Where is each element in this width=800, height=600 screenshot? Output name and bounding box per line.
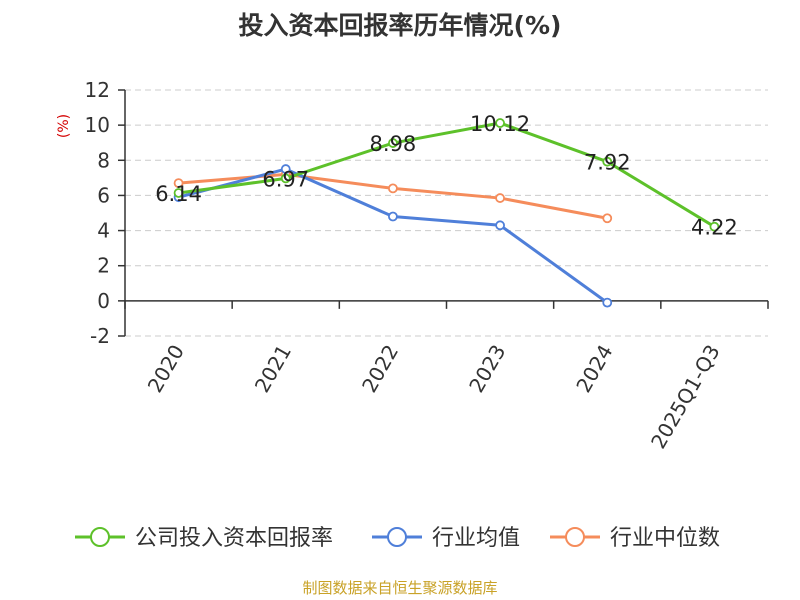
data-point (388, 138, 398, 148)
legend-swatch-marker (565, 527, 585, 547)
y-tick-label: 6 (97, 183, 110, 207)
data-label: 10.12 (470, 112, 530, 136)
data-point (495, 193, 505, 203)
legend-swatch-marker (387, 527, 407, 547)
x-tick-label: 2025Q1-Q3 (646, 341, 725, 453)
data-point (173, 188, 184, 198)
x-tick-label: 2023 (464, 341, 510, 397)
data-source-note: 制图数据来自恒生聚源数据库 (302, 579, 498, 597)
data-point (280, 164, 291, 174)
chart-title: 投入资本回报率历年情况(%) (238, 11, 562, 40)
y-tick-label: 4 (97, 219, 110, 243)
data-label: 6.14 (155, 182, 202, 206)
data-label: 4.22 (691, 216, 738, 240)
data-label: 6.97 (262, 167, 309, 191)
series-line (178, 121, 716, 228)
y-tick-label: 10 (85, 113, 110, 137)
legend-swatch-marker (90, 527, 110, 547)
data-point (388, 211, 398, 222)
data-point (280, 173, 291, 184)
data-label: 8.98 (370, 132, 417, 156)
legend-label: 行业中位数 (610, 526, 720, 551)
y-tick-label: 8 (97, 148, 110, 172)
y-tick-label: 0 (97, 289, 110, 313)
data-point (173, 178, 184, 189)
x-tick-label: 2024 (571, 341, 617, 397)
y-tick-label: -2 (90, 324, 110, 348)
x-tick-label: 2020 (143, 341, 189, 397)
data-point (602, 213, 613, 224)
legend-label: 行业均值 (432, 526, 520, 551)
y-tick-label: 2 (97, 254, 110, 278)
x-tick-label: 2022 (357, 341, 403, 397)
data-point (602, 297, 613, 308)
data-point (709, 221, 720, 232)
y-tick-label: 12 (85, 78, 110, 102)
x-tick-label: 2021 (250, 341, 296, 397)
y-axis-unit-label: (%) (56, 114, 72, 138)
data-point (495, 118, 505, 128)
legend-label: 公司投入资本回报率 (135, 526, 333, 551)
data-point (602, 156, 613, 167)
data-point (388, 183, 398, 194)
data-label: 7.92 (584, 151, 631, 175)
data-point (495, 220, 505, 231)
